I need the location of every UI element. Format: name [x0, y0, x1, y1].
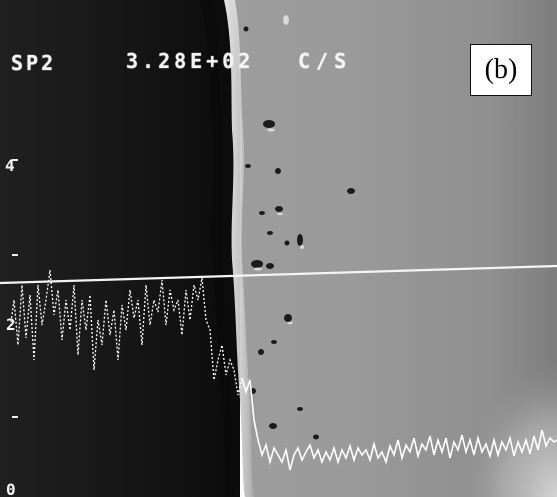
- scale-tick-2: 2: [6, 315, 16, 334]
- scale-tick-4: 4: [5, 156, 15, 175]
- corner-highlight: [390, 270, 557, 497]
- scan-line: [0, 264, 557, 285]
- panel-label-box: (b): [470, 44, 532, 96]
- eds-line-scan-right: [241, 377, 557, 471]
- scale-tick-0: 0: [6, 480, 16, 497]
- pore-highlights: [254, 15, 304, 325]
- ox-edge-ticks: [12, 159, 18, 418]
- count-rate-readout: 3.28E+02: [126, 49, 255, 73]
- channel-label: SP2: [11, 51, 57, 75]
- pores: [243, 26, 355, 440]
- count-unit-label: C/S: [298, 49, 353, 73]
- dark-band: [200, 0, 236, 497]
- eds-line-scan-left: [9, 269, 243, 396]
- panel-label-text: (b): [484, 54, 518, 85]
- dark-phase-region: [0, 0, 240, 497]
- bright-edge: [224, 0, 254, 497]
